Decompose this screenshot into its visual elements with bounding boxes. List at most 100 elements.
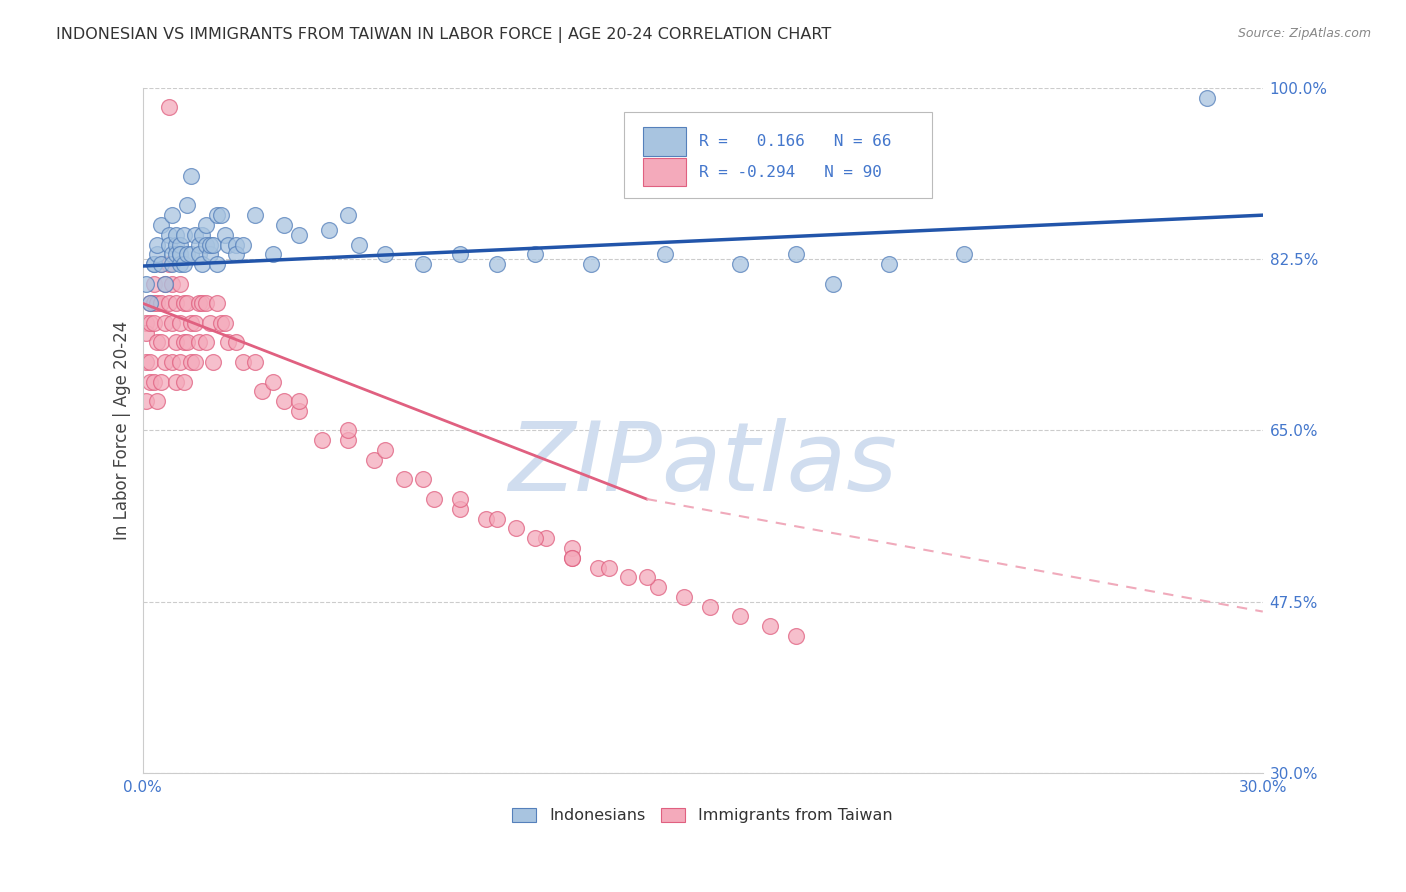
Point <box>953 247 976 261</box>
Point <box>146 296 169 310</box>
Point <box>232 355 254 369</box>
Point <box>146 237 169 252</box>
Point <box>157 257 180 271</box>
Point <box>288 227 311 242</box>
Point <box>146 247 169 261</box>
Point <box>142 257 165 271</box>
Point <box>579 257 602 271</box>
Text: ZIPatlas: ZIPatlas <box>508 418 897 511</box>
Point <box>153 277 176 291</box>
Text: R = -0.294   N = 90: R = -0.294 N = 90 <box>699 164 882 179</box>
Point <box>157 296 180 310</box>
Point <box>262 375 284 389</box>
Point <box>176 247 198 261</box>
Point <box>153 316 176 330</box>
Point <box>225 247 247 261</box>
Point <box>169 247 191 261</box>
Point <box>169 257 191 271</box>
Point <box>392 472 415 486</box>
Point <box>184 316 207 330</box>
Point <box>647 580 669 594</box>
Point <box>209 316 232 330</box>
Point <box>142 277 165 291</box>
Point <box>184 227 207 242</box>
Point <box>157 100 180 114</box>
Point <box>157 227 180 242</box>
Point <box>139 375 162 389</box>
Point <box>169 277 191 291</box>
Point <box>187 335 209 350</box>
Point <box>586 560 609 574</box>
Point <box>150 335 173 350</box>
Point <box>191 296 214 310</box>
Bar <box>644 127 686 156</box>
Point <box>195 335 218 350</box>
Point <box>191 257 214 271</box>
Point <box>243 208 266 222</box>
Point <box>273 394 295 409</box>
Point <box>262 247 284 261</box>
Point <box>184 355 207 369</box>
Point <box>142 375 165 389</box>
Point <box>139 355 162 369</box>
Point <box>187 247 209 261</box>
Point <box>654 247 676 261</box>
Point <box>146 394 169 409</box>
Point <box>198 237 221 252</box>
Point <box>672 590 695 604</box>
Point <box>191 227 214 242</box>
Point <box>336 424 359 438</box>
Point <box>1195 91 1218 105</box>
Point <box>169 316 191 330</box>
Point <box>142 296 165 310</box>
Point <box>879 257 901 271</box>
Point <box>636 570 658 584</box>
Point <box>180 316 202 330</box>
Point <box>374 443 396 458</box>
Point <box>217 237 239 252</box>
Point <box>423 491 446 506</box>
Point <box>139 316 162 330</box>
Point <box>165 335 187 350</box>
Point <box>475 511 498 525</box>
Point <box>202 355 225 369</box>
Point <box>162 355 184 369</box>
Point <box>173 257 195 271</box>
Point <box>176 198 198 212</box>
Point <box>534 531 557 545</box>
Point <box>135 326 157 340</box>
Point <box>162 316 184 330</box>
Text: Source: ZipAtlas.com: Source: ZipAtlas.com <box>1237 27 1371 40</box>
Point <box>180 169 202 183</box>
Point <box>728 257 751 271</box>
Point <box>505 521 527 535</box>
Point <box>449 247 471 261</box>
Point <box>169 247 191 261</box>
Point <box>561 550 583 565</box>
Point <box>169 355 191 369</box>
Point <box>173 335 195 350</box>
Point <box>217 335 239 350</box>
Point <box>598 560 620 574</box>
Point <box>153 277 176 291</box>
Point <box>336 208 359 222</box>
Point <box>202 237 225 252</box>
Text: INDONESIAN VS IMMIGRANTS FROM TAIWAN IN LABOR FORCE | AGE 20-24 CORRELATION CHAR: INDONESIAN VS IMMIGRANTS FROM TAIWAN IN … <box>56 27 831 43</box>
Point <box>176 335 198 350</box>
Point <box>699 599 721 614</box>
Point <box>449 491 471 506</box>
Point <box>205 296 228 310</box>
Point <box>153 355 176 369</box>
Point <box>449 501 471 516</box>
Point <box>165 247 187 261</box>
Point <box>139 296 162 310</box>
Point <box>150 257 173 271</box>
Point <box>198 247 221 261</box>
Point <box>374 247 396 261</box>
Point <box>250 384 273 399</box>
Point <box>195 296 218 310</box>
Point <box>150 257 173 271</box>
Point <box>173 296 195 310</box>
Point <box>150 375 173 389</box>
Point <box>523 247 546 261</box>
